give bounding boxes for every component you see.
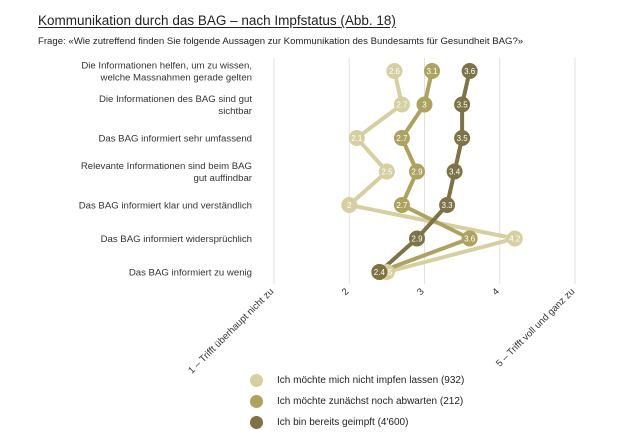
data-label: 2.9 bbox=[411, 168, 423, 177]
data-label: 3.4 bbox=[449, 168, 461, 177]
data-point: 3.4 bbox=[446, 163, 463, 180]
data-point: 2.4 bbox=[371, 264, 388, 280]
series-points: 2.62.72.12.524.22.53.132.72.92.73.62.43.… bbox=[341, 63, 523, 280]
data-point-marker bbox=[341, 197, 358, 213]
legend-item: Ich möchte mich nicht impfen lassen (932… bbox=[250, 370, 464, 391]
data-label: 3 bbox=[422, 101, 427, 110]
data-point-marker bbox=[378, 163, 395, 180]
data-point: 3.5 bbox=[454, 130, 471, 146]
data-label: 2.4 bbox=[374, 268, 386, 277]
data-point-marker bbox=[371, 264, 388, 280]
data-point: 2 bbox=[341, 197, 358, 213]
data-label: 3.1 bbox=[426, 67, 438, 76]
data-point: 2.7 bbox=[393, 96, 410, 113]
x-tick-label: 3 bbox=[415, 286, 427, 298]
data-point: 2.9 bbox=[408, 230, 425, 247]
data-point: 3.5 bbox=[454, 96, 471, 113]
legend-swatch bbox=[250, 395, 263, 408]
series-lines bbox=[347, 69, 517, 274]
data-point-marker bbox=[439, 197, 456, 213]
data-label: 4.2 bbox=[509, 235, 521, 244]
legend-label: Ich möchte zunächst noch abwarten (212) bbox=[277, 396, 464, 407]
category-label: Die Informationen helfen, um zu wissen, w… bbox=[81, 61, 252, 84]
data-point: 2.7 bbox=[393, 197, 410, 213]
data-label: 2.7 bbox=[396, 201, 408, 210]
category-label-line: Die Informationen des BAG sind gut bbox=[99, 94, 252, 105]
data-label: 3.3 bbox=[442, 201, 454, 210]
data-label: 2.1 bbox=[351, 134, 363, 143]
category-label-line: Relevante Informationen sind beim BAG bbox=[81, 161, 252, 172]
category-label-line: Das BAG informiert zu wenig bbox=[129, 268, 252, 279]
category-label-line: Das BAG informiert widersprüchlich bbox=[101, 234, 252, 245]
data-point: 2.9 bbox=[408, 163, 425, 180]
data-point-marker bbox=[454, 96, 471, 113]
data-point-marker bbox=[416, 96, 433, 113]
category-label: Das BAG informiert sehr umfassend bbox=[98, 134, 252, 145]
data-label: 2.6 bbox=[389, 67, 401, 76]
data-point-marker bbox=[386, 63, 403, 79]
chart-title: Kommunikation durch das BAG – nach Impfs… bbox=[38, 13, 396, 28]
data-point-marker bbox=[348, 130, 365, 146]
data-point: 3.6 bbox=[461, 63, 478, 79]
category-label: Die Informationen des BAG sind gut sichtb… bbox=[99, 94, 253, 117]
x-tick-labels: 1 – Trifft überhaupt nicht zu 2 3 45 – Trif… bbox=[186, 286, 577, 376]
x-tick-label: 2 bbox=[340, 286, 352, 298]
category-label: Das BAG informiert zu wenig bbox=[129, 268, 252, 279]
x-tick-label: 4 bbox=[490, 286, 502, 298]
data-label: 2.7 bbox=[396, 134, 408, 143]
data-point-marker bbox=[408, 163, 425, 180]
chart-subtitle: Frage: «Wie zutreffend finden Sie folgen… bbox=[38, 36, 524, 47]
category-label-line: Die Informationen helfen, um zu wissen, bbox=[81, 61, 252, 72]
data-point-marker bbox=[506, 230, 523, 247]
data-label: 3.6 bbox=[464, 67, 476, 76]
data-point: 2.5 bbox=[378, 163, 395, 180]
data-point-marker bbox=[446, 163, 463, 180]
data-point: 4.2 bbox=[506, 230, 523, 247]
legend-item: Ich bin bereits geimpft (4'600) bbox=[250, 412, 464, 433]
category-label: Das BAG informiert klar und verständlich bbox=[79, 201, 252, 212]
legend-label: Ich möchte mich nicht impfen lassen (932… bbox=[277, 375, 465, 386]
legend-label: Ich bin bereits geimpft (4'600) bbox=[277, 417, 409, 428]
x-tick-label: 1 – Trifft überhaupt nicht zu bbox=[186, 286, 276, 376]
data-point: 2.6 bbox=[386, 63, 403, 79]
legend: Ich möchte mich nicht impfen lassen (932… bbox=[250, 370, 464, 433]
data-point: 2.1 bbox=[348, 130, 365, 146]
legend-item: Ich möchte zunächst noch abwarten (212) bbox=[250, 391, 464, 412]
category-label-line: sichtbar bbox=[218, 106, 252, 117]
data-point-marker bbox=[461, 230, 478, 247]
category-label: Relevante Informationen sind beim BAG gut… bbox=[81, 161, 253, 184]
category-label-line: Das BAG informiert klar und verständlich bbox=[79, 201, 252, 212]
data-label: 3.6 bbox=[464, 235, 476, 244]
series-line-0 bbox=[347, 69, 517, 274]
data-point-marker bbox=[408, 230, 425, 247]
data-point-marker bbox=[393, 96, 410, 113]
data-label: 2.9 bbox=[411, 235, 423, 244]
legend-swatch bbox=[250, 374, 263, 387]
data-label: 2.5 bbox=[381, 168, 393, 177]
data-point-marker bbox=[424, 63, 441, 79]
data-point: 3 bbox=[416, 96, 433, 113]
x-tick-label: 5 – Trifft voll und ganz zu bbox=[494, 286, 577, 369]
data-point-marker bbox=[461, 63, 478, 79]
data-point-marker bbox=[454, 130, 471, 146]
category-label: Das BAG informiert widersprüchlich bbox=[101, 234, 252, 245]
data-label: 2 bbox=[347, 201, 352, 210]
data-point: 3.3 bbox=[439, 197, 456, 213]
legend-swatch bbox=[250, 416, 263, 429]
data-point: 2.7 bbox=[393, 130, 410, 146]
data-point: 3.1 bbox=[424, 63, 441, 79]
data-label: 2.7 bbox=[396, 101, 408, 110]
data-point: 3.6 bbox=[461, 230, 478, 247]
data-label: 3.5 bbox=[457, 101, 469, 110]
data-point-marker bbox=[393, 197, 410, 213]
data-point-marker bbox=[393, 130, 410, 146]
data-label: 3.5 bbox=[457, 134, 469, 143]
category-label-line: gut auffindbar bbox=[194, 173, 253, 184]
category-label-line: Das BAG informiert sehr umfassend bbox=[98, 134, 252, 145]
category-labels: Die Informationen helfen, um zu wissen, w… bbox=[79, 61, 253, 279]
category-label-line: welche Massnahmen gerade gelten bbox=[100, 73, 252, 84]
